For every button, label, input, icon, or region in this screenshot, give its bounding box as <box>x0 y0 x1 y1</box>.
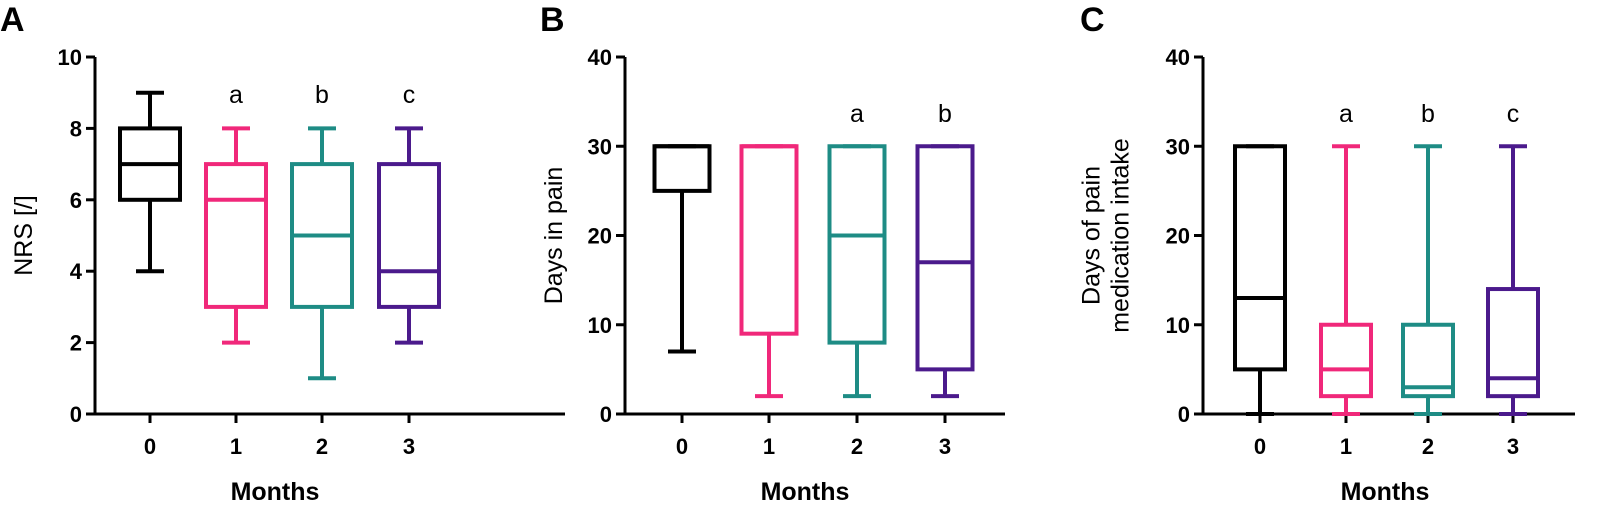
significance-letter: b <box>938 100 952 128</box>
panel-c: C 0 10 20 30 40 0 1 2 3 Months Days of painmedicati… <box>1078 1 1575 506</box>
significance-letter: a <box>850 100 864 128</box>
box-iqr <box>827 144 887 345</box>
significance-letter: a <box>1339 100 1353 128</box>
box-iqr <box>1486 287 1540 399</box>
box-month-0 <box>652 144 712 354</box>
panel-a: A 0 2 4 6 8 10 0 1 2 3 Months NRS [/] a b c <box>0 1 565 506</box>
box-iqr <box>1319 322 1373 399</box>
y-tick-label: 0 <box>600 402 612 427</box>
y-tick-label: 20 <box>588 224 612 249</box>
significance-letter: c <box>1507 100 1520 128</box>
x-tick-label: 3 <box>403 434 415 459</box>
x-tick-label: 1 <box>230 434 242 459</box>
x-axis-title: Months <box>1341 478 1430 506</box>
significance-letter: b <box>315 81 329 109</box>
y-tick-label: 20 <box>1166 224 1190 249</box>
y-axis-title-line: Days in pain <box>540 167 568 305</box>
box-month-1: a <box>204 81 268 345</box>
box-month-3: b <box>915 100 975 399</box>
x-axis-title: Months <box>231 478 320 506</box>
y-tick-label: 0 <box>1178 402 1190 427</box>
x-tick-label: 1 <box>1340 434 1352 459</box>
panel-letter: A <box>0 1 25 39</box>
x-tick-label: 2 <box>1422 434 1434 459</box>
box-month-0 <box>118 90 182 274</box>
box-month-1: a <box>1319 100 1373 416</box>
box-iqr <box>204 162 268 309</box>
x-tick-label: 1 <box>763 434 775 459</box>
y-axis-title-line: medication intake <box>1106 138 1134 333</box>
panel-letter: B <box>540 1 565 39</box>
box-month-1 <box>739 144 799 399</box>
box-month-2: b <box>290 81 354 381</box>
x-axis-title: Months <box>761 478 850 506</box>
x-tick-label: 3 <box>939 434 951 459</box>
box-month-2: a <box>827 100 887 399</box>
y-tick-label: 30 <box>1166 134 1190 159</box>
y-tick-label: 40 <box>588 45 612 70</box>
panel-letter: C <box>1080 1 1105 39</box>
x-tick-label: 2 <box>851 434 863 459</box>
y-axis-title: Days of painmedication intake <box>1078 138 1135 333</box>
y-tick-label: 40 <box>1166 45 1190 70</box>
y-axis-title-line: NRS [/] <box>10 195 38 276</box>
significance-letter: c <box>403 81 416 109</box>
y-axis-title: NRS [/] <box>10 195 38 276</box>
y-axis-title: Days in pain <box>540 167 568 305</box>
y-tick-label: 10 <box>1166 313 1190 338</box>
box-month-3: c <box>1486 100 1540 416</box>
box-month-0 <box>1233 144 1287 416</box>
y-tick-label: 4 <box>70 259 83 284</box>
box-month-3: c <box>377 81 441 345</box>
box-iqr <box>377 162 441 309</box>
box-iqr <box>1233 144 1287 372</box>
box-iqr <box>1401 322 1455 399</box>
x-tick-label: 0 <box>144 434 156 459</box>
box-iqr <box>915 144 975 372</box>
y-axis-title-line: Days of pain <box>1078 166 1106 305</box>
x-tick-label: 0 <box>676 434 688 459</box>
x-tick-label: 3 <box>1507 434 1519 459</box>
panel-b: B 0 10 20 30 40 0 1 2 3 Months Days in pain a b <box>540 1 1005 506</box>
box-month-2: b <box>1401 100 1455 416</box>
y-tick-label: 10 <box>58 45 82 70</box>
y-tick-label: 30 <box>588 134 612 159</box>
box-iqr <box>652 144 712 193</box>
y-tick-label: 0 <box>70 402 82 427</box>
x-tick-label: 2 <box>316 434 328 459</box>
y-tick-label: 8 <box>70 116 82 141</box>
significance-letter: b <box>1421 100 1435 128</box>
x-tick-label: 0 <box>1254 434 1266 459</box>
y-tick-label: 2 <box>70 331 82 356</box>
y-tick-label: 10 <box>588 313 612 338</box>
significance-letter: a <box>229 81 243 109</box>
y-tick-label: 6 <box>70 188 82 213</box>
box-iqr <box>739 144 799 336</box>
